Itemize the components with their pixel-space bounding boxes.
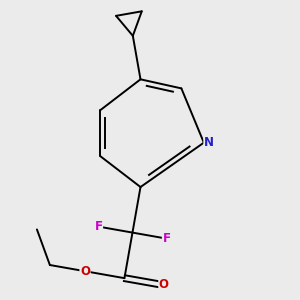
Text: N: N [204,136,214,149]
Text: O: O [80,266,90,278]
Text: O: O [159,278,169,291]
Text: F: F [162,232,170,245]
Text: F: F [94,220,103,233]
